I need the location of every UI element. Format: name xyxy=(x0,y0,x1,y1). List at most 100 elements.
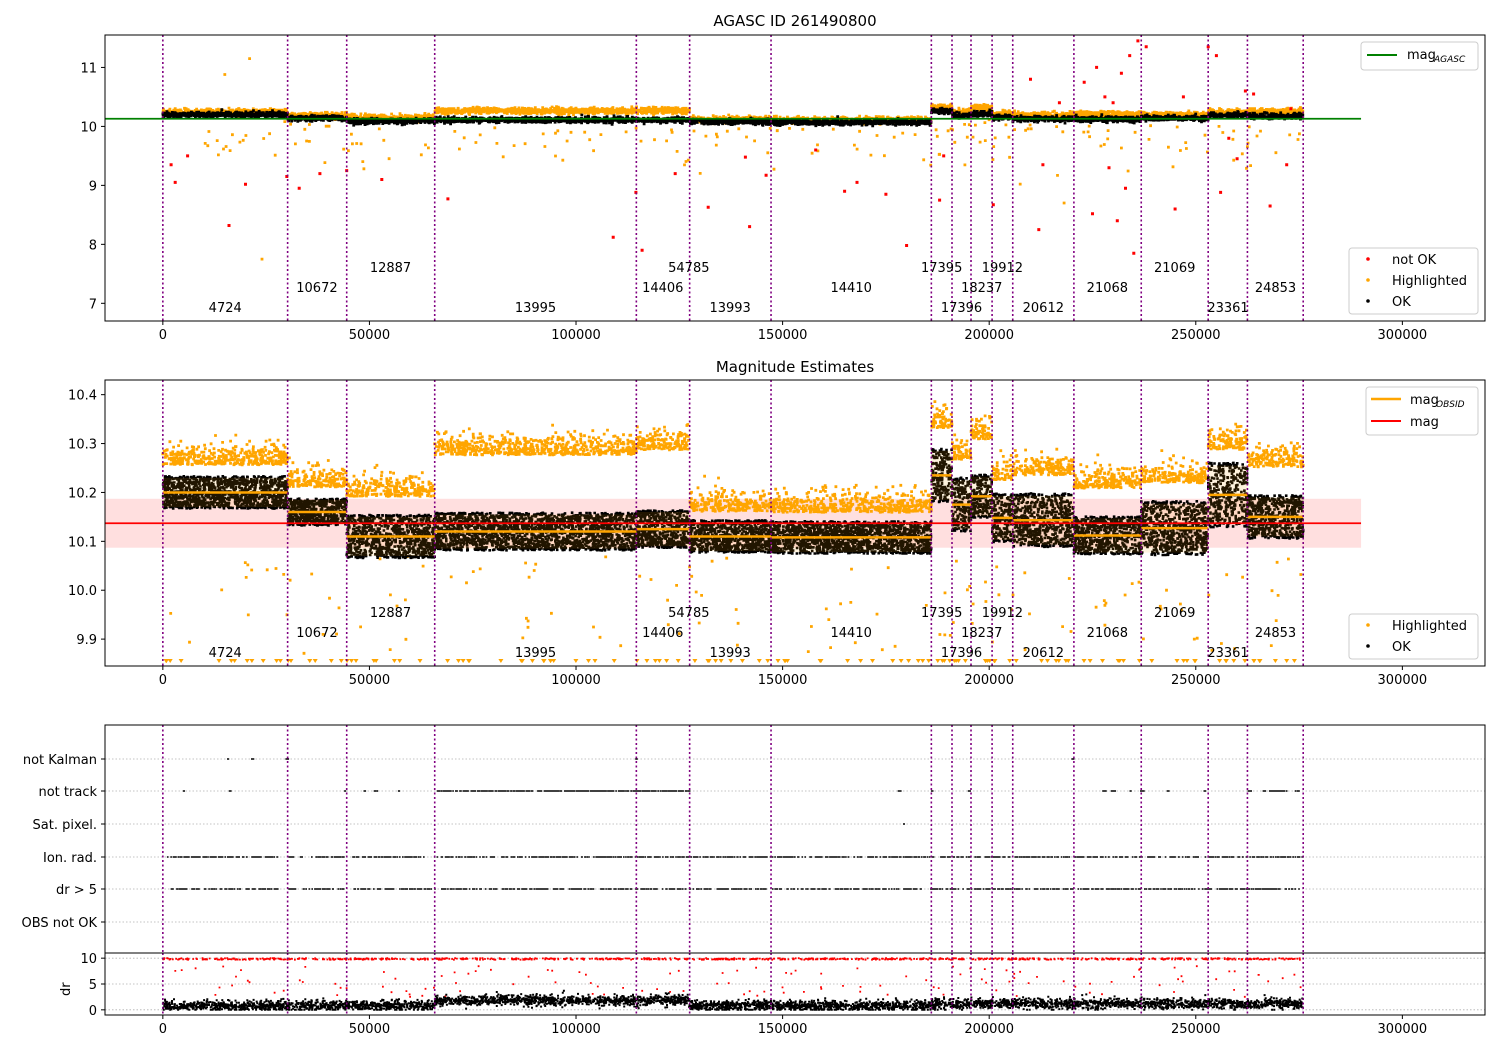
flag-category-label: Ion. rad. xyxy=(43,851,97,866)
obsid-label: 17395 xyxy=(921,261,962,276)
plot-area-c1 xyxy=(105,35,1362,321)
obsid-label: 14406 xyxy=(642,626,683,641)
x-tick-label: 100000 xyxy=(551,673,601,688)
legend-label: Highlighted xyxy=(1392,619,1467,634)
obsid-label: 21069 xyxy=(1154,606,1195,621)
obsid-label: 24853 xyxy=(1255,626,1296,641)
y-tick-label: 10.1 xyxy=(68,535,97,550)
chart-title: Magnitude Estimates xyxy=(716,358,874,376)
obsid-label: 20612 xyxy=(1023,646,1064,661)
obsid-label: 54785 xyxy=(668,261,709,276)
obsid-label: 21069 xyxy=(1154,261,1195,276)
legend-label: mag xyxy=(1410,393,1439,408)
flag-category-label: not Kalman xyxy=(23,753,97,768)
not-ok-points xyxy=(169,39,1293,255)
legend-box xyxy=(1360,41,1479,71)
legend-subscript: AGASC xyxy=(1433,55,1466,65)
plot-area-c4 xyxy=(105,953,1485,1015)
legend-marker xyxy=(1366,299,1370,303)
legend-marker xyxy=(1366,623,1370,627)
y-tick-label: 9.9 xyxy=(76,633,97,648)
y-tick-label: 7 xyxy=(89,297,97,312)
plot-area-c2 xyxy=(105,380,1362,666)
obsid-label: 18237 xyxy=(961,281,1002,296)
chart-title: AGASC ID 261490800 xyxy=(713,12,876,30)
x-tick-label: 300000 xyxy=(1378,673,1428,688)
highlighted-points xyxy=(169,555,1303,655)
flag-points-sat-pixel xyxy=(903,823,905,825)
y-tick-label: 10.0 xyxy=(68,584,97,599)
x-tick-label: 150000 xyxy=(758,673,808,688)
y-tick-label: 9 xyxy=(89,179,97,194)
x-tick-label: 50000 xyxy=(349,1022,390,1037)
legend-label: mag xyxy=(1407,48,1436,63)
obsid-label: 13993 xyxy=(709,301,750,316)
legend-label: mag xyxy=(1410,415,1439,430)
obsid-label: 4724 xyxy=(209,301,242,316)
flag-points-dr5 xyxy=(170,888,1300,890)
obsid-label: 12887 xyxy=(370,606,411,621)
y-tick-label: 10.2 xyxy=(68,486,97,501)
flag-category-label: Sat. pixel. xyxy=(33,818,97,833)
obsid-label: 4724 xyxy=(209,646,242,661)
obsid-label: 23361 xyxy=(1207,301,1248,316)
y-tick-label: 10.4 xyxy=(68,389,97,404)
obsid-label: 21068 xyxy=(1087,281,1128,296)
y-tick-label: 11 xyxy=(80,61,97,76)
legend-marker xyxy=(1366,257,1370,261)
dr-axis-label: dr xyxy=(59,982,74,996)
obsid-label: 10672 xyxy=(296,626,337,641)
x-tick-label: 50000 xyxy=(349,328,390,343)
x-tick-label: 250000 xyxy=(1171,673,1221,688)
obsid-label: 19912 xyxy=(982,261,1023,276)
x-tick-label: 0 xyxy=(159,1022,167,1037)
obsid-label: 14406 xyxy=(642,281,683,296)
x-tick-label: 100000 xyxy=(551,1022,601,1037)
out-of-range-markers xyxy=(163,659,1297,663)
obsid-label: 10672 xyxy=(296,281,337,296)
legend-label: OK xyxy=(1392,295,1411,310)
y-tick-label: 10.3 xyxy=(68,438,97,453)
flag-category-label: dr > 5 xyxy=(56,883,97,898)
x-tick-label: 50000 xyxy=(349,673,390,688)
x-tick-label: 300000 xyxy=(1378,328,1428,343)
obsid-label: 20612 xyxy=(1023,301,1064,316)
obsid-label: 17395 xyxy=(921,606,962,621)
x-tick-label: 200000 xyxy=(964,328,1014,343)
obsid-label: 13993 xyxy=(709,646,750,661)
dr-ok-points xyxy=(161,989,1304,1011)
obsid-label: 18237 xyxy=(961,626,1002,641)
obsid-label: 13995 xyxy=(515,646,556,661)
obsid-label: 24853 xyxy=(1255,281,1296,296)
obsid-label: 54785 xyxy=(668,606,709,621)
y-tick-label: 5 xyxy=(89,978,97,993)
y-tick-label: 8 xyxy=(89,238,97,253)
flag-category-label: OBS not OK xyxy=(22,916,98,931)
x-tick-label: 250000 xyxy=(1171,1022,1221,1037)
x-tick-label: 200000 xyxy=(964,1022,1014,1037)
flag-category-label: not track xyxy=(38,785,97,800)
x-tick-label: 200000 xyxy=(964,673,1014,688)
legend-label: Highlighted xyxy=(1392,274,1467,289)
obsid-label: 13995 xyxy=(515,301,556,316)
plot-area-c3 xyxy=(105,725,1485,953)
highlighted-points xyxy=(203,118,1301,205)
x-tick-label: 0 xyxy=(159,673,167,688)
obsid-label: 14410 xyxy=(831,626,872,641)
axes-frame xyxy=(104,34,1486,322)
x-tick-label: 150000 xyxy=(758,1022,808,1037)
obsid-label: 17396 xyxy=(941,301,982,316)
highlighted-points xyxy=(161,400,1305,514)
obsid-label: 17396 xyxy=(941,646,982,661)
flag-points-ion-rad xyxy=(166,856,1304,858)
y-tick-label: 10 xyxy=(80,952,97,967)
legend-marker xyxy=(1366,278,1370,282)
x-tick-label: 300000 xyxy=(1378,1022,1428,1037)
x-tick-label: 0 xyxy=(159,328,167,343)
legend-subscript: OBSID xyxy=(1436,400,1465,410)
x-tick-label: 100000 xyxy=(551,328,601,343)
axes-frame xyxy=(104,379,1486,667)
obsid-label: 23361 xyxy=(1207,646,1248,661)
legend-marker xyxy=(1366,644,1370,648)
